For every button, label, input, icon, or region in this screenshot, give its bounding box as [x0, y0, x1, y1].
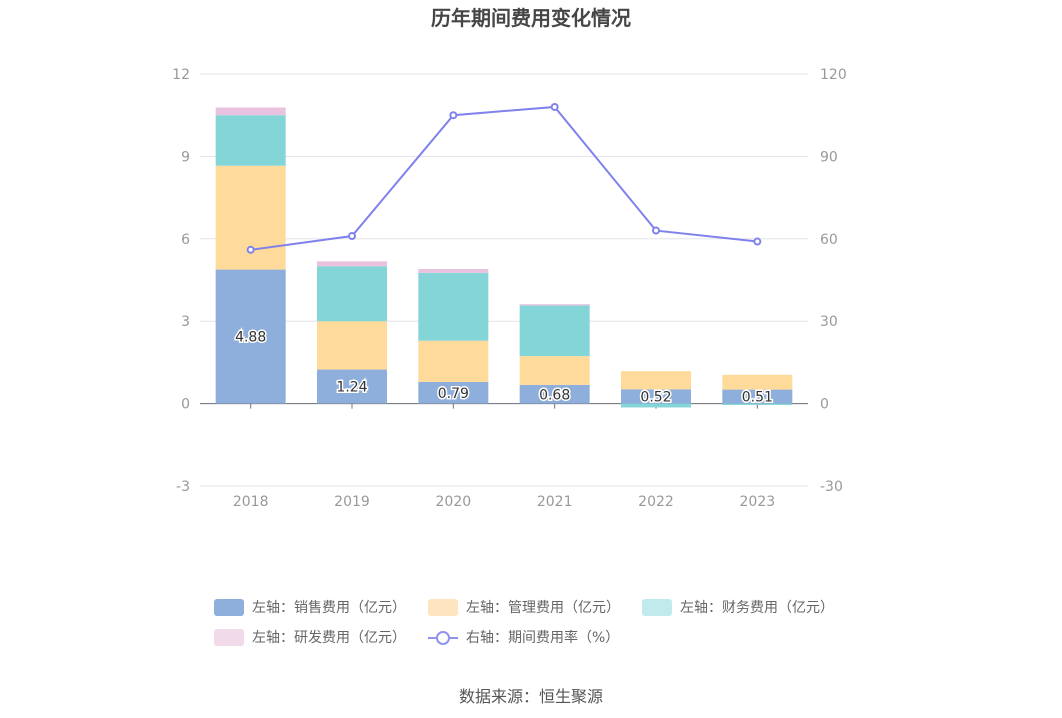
legend-item-rd[interactable]: 左轴：研发费用（亿元）	[214, 627, 406, 647]
x-tick-label: 2022	[638, 494, 674, 510]
legend-swatch-rate	[428, 629, 458, 646]
y-right-tick-label: 0	[820, 397, 829, 413]
bar-segment	[418, 381, 489, 404]
bar-segment	[621, 371, 691, 390]
y-right-tick-label: 60	[820, 232, 838, 248]
y-right-tick-label: 30	[820, 314, 838, 330]
y-left-tick-label: 0	[181, 397, 190, 413]
data-label: 1.24	[336, 380, 367, 396]
bar-segment	[215, 269, 286, 404]
bar-segment	[215, 115, 286, 166]
legend-item-finance[interactable]: 左轴：财务费用（亿元）	[642, 597, 834, 617]
y-right-tick-label: -30	[820, 479, 843, 495]
bar-segment	[722, 389, 793, 404]
legend-swatch-finance	[642, 598, 672, 616]
bar-segment	[621, 403, 691, 408]
bar-segment	[317, 369, 387, 404]
legend-label-finance: 左轴：财务费用（亿元）	[680, 600, 834, 616]
y-left-tick-label: 12	[172, 67, 190, 83]
y-right-tick-label: 120	[820, 67, 847, 83]
legend-item-sales[interactable]: 左轴：销售费用（亿元）	[214, 597, 406, 617]
rate-point	[246, 245, 255, 254]
bar-segment	[418, 340, 489, 382]
bar-segment	[519, 384, 590, 404]
x-tick-label: 2018	[233, 494, 269, 510]
bar-segment	[317, 266, 387, 322]
bar-segment	[722, 403, 793, 405]
rate-point	[348, 232, 356, 241]
y-left-tick-label: 3	[181, 314, 190, 330]
bar-segment	[317, 261, 387, 267]
data-source: 数据来源：恒生聚源	[458, 687, 603, 706]
x-tick-label: 2020	[436, 494, 472, 510]
bar-segment	[519, 356, 590, 385]
data-label: 0.79	[438, 386, 469, 402]
bar-segment	[722, 374, 793, 390]
legend: 左轴：销售费用（亿元） 左轴：管理费用（亿元） 左轴：财务费用（亿元） 左轴：研…	[214, 592, 874, 652]
bar-segment	[418, 269, 489, 273]
legend-swatch-admin	[428, 598, 458, 616]
legend-label-rd: 左轴：研发费用（亿元）	[252, 630, 406, 646]
chart-area: -3 -30 0 0 3 30 6 60 9 90 12 120 2018 2019 2020 2021 202…	[172, 67, 847, 510]
legend-label-rate: 右轴：期间费用率（%）	[466, 630, 620, 646]
data-label: 0.68	[539, 387, 570, 403]
legend-item-admin[interactable]: 左轴：管理费用（亿元）	[428, 597, 620, 617]
y-left-tick-label: 6	[181, 232, 190, 248]
rate-point	[550, 102, 559, 111]
x-tick-label: 2021	[537, 494, 573, 510]
rate-point	[753, 237, 762, 246]
bar-segment	[215, 165, 286, 270]
rate-line	[250, 105, 758, 251]
bar-segment	[418, 272, 489, 341]
y-right-tick-label: 90	[820, 149, 838, 165]
rate-point	[652, 226, 660, 235]
legend-swatch-rd	[214, 628, 244, 646]
bar-segment	[519, 305, 590, 357]
legend-label-admin: 左轴：管理费用（亿元）	[466, 600, 620, 616]
y-left-tick-label: -3	[176, 479, 190, 495]
bar-segment	[519, 304, 590, 306]
data-label: 4.88	[235, 330, 266, 346]
legend-label-sales: 左轴：销售费用（亿元）	[252, 600, 406, 616]
y-left-tick-label: 9	[181, 149, 190, 165]
bar-segment	[621, 389, 691, 404]
bar-segment	[317, 321, 387, 370]
chart-title: 历年期间费用变化情况	[431, 6, 631, 30]
x-tick-label: 2023	[740, 494, 776, 510]
x-tick-label: 2019	[334, 494, 370, 510]
legend-item-rate[interactable]: 右轴：期间费用率（%）	[428, 627, 619, 647]
legend-swatch-sales	[214, 598, 244, 616]
data-label: 0.51	[742, 390, 773, 406]
bar-segment	[215, 107, 286, 116]
rate-point	[449, 111, 458, 120]
data-label: 0.52	[640, 389, 671, 405]
